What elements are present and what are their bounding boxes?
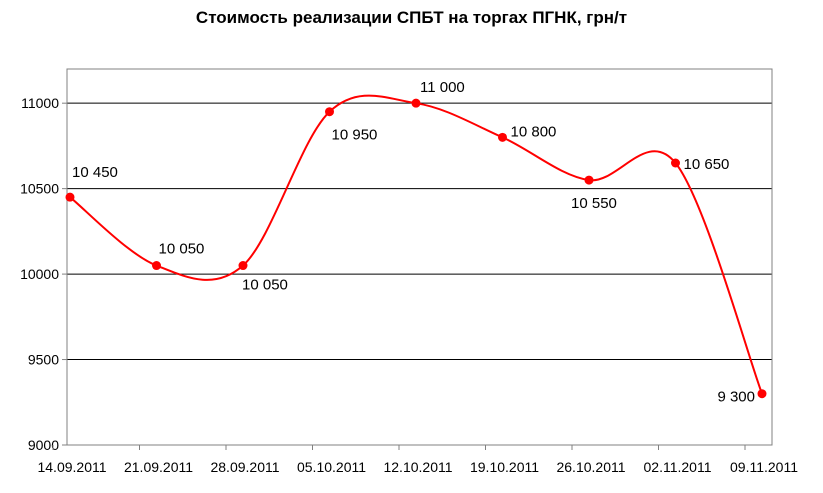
data-label: 10 950 [332,127,378,144]
x-tick-label: 21.09.2011 [124,459,193,475]
data-labels: 10 450 10 050 10 050 10 950 11 000 10 800 10 5… [72,79,755,406]
y-tick-label: 10000 [20,266,59,282]
data-point [757,389,767,399]
data-label: 10 800 [511,123,557,140]
data-label: 11 000 [420,79,465,96]
x-tick-label: 02.11.2011 [644,459,712,475]
data-point [671,158,680,168]
chart-title: Стоимость реализации СПБТ на торгах ПГНК… [195,8,628,27]
data-point [238,261,248,271]
x-tick-label: 05.10.2011 [297,459,366,475]
x-tick-label: 19.10.2011 [470,459,539,475]
gridlines [67,102,772,361]
data-label: 10 650 [684,156,730,173]
x-tick-label: 28.09.2011 [210,459,279,475]
data-points [65,98,767,399]
data-point [411,98,421,108]
data-label: 10 050 [242,277,288,294]
data-point [498,132,507,142]
data-point [65,192,75,202]
data-label: 10 550 [571,195,617,212]
y-tick-label: 9000 [28,437,59,453]
x-tick-label: 09.11.2011 [730,459,798,475]
y-tick-label: 10500 [20,181,59,197]
y-tick-label: 11000 [21,95,59,111]
data-point [152,261,161,271]
x-tick-label: 12.10.2011 [383,459,452,475]
y-tick-label: 9500 [28,352,59,368]
plot-frame [66,68,773,446]
x-axis: 14.09.2011 21.09.2011 28.09.2011 05.10.2011… [37,445,798,475]
data-label: 9 300 [717,389,755,406]
data-point [325,107,334,117]
x-tick-label: 26.10.2011 [556,459,625,475]
x-tick-label: 14.09.2011 [37,459,106,475]
data-label: 10 050 [159,241,205,258]
data-label: 10 450 [72,164,118,181]
data-point [584,175,594,185]
y-axis: 9000 9500 10000 10500 11000 [20,95,67,453]
